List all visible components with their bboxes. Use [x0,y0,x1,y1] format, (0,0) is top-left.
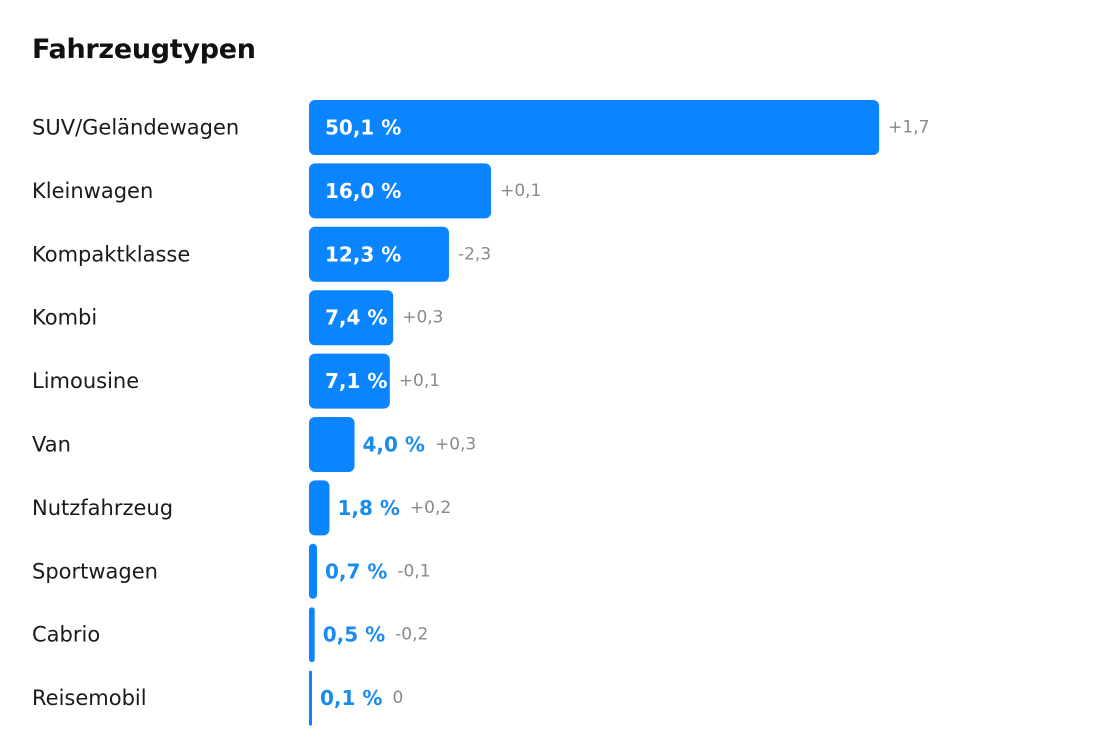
category-label: Kompaktklasse [32,242,190,266]
change-label: +0,3 [435,435,476,455]
bar [309,290,394,346]
bar [309,670,312,726]
change-label: +1,7 [888,118,929,138]
value-label: 0,1 % [320,686,382,710]
category-label: Van [32,433,71,457]
change-label: +0,1 [399,371,440,391]
bar [309,100,880,155]
bar [309,353,390,409]
category-label: Kombi [32,306,97,330]
category-label: Reisemobil [32,686,147,710]
category-label: Limousine [32,369,139,393]
change-label: -2,3 [458,244,491,264]
change-label: +0,2 [410,498,451,518]
value-label: 16,0 % [325,179,401,203]
bar-row: Van 4,0 % +0,3 [32,417,476,472]
bar [309,226,449,282]
bar-row: Limousine 7,1 % +0,1 [32,353,440,409]
bar-row: Kompaktklasse 12,3 % -2,3 [32,226,491,282]
change-label: -0,2 [395,625,428,645]
value-label: 12,3 % [325,242,401,266]
change-label: 0 [392,688,403,708]
bar-row: Reisemobil 0,1 % 0 [32,670,403,726]
value-label: 50,1 % [325,116,401,140]
category-label: SUV/Geländewagen [32,116,239,140]
category-label: Sportwagen [32,559,158,583]
value-label: 4,0 % [363,433,425,457]
bar [309,163,492,219]
bar-row: Cabrio 0,5 % -0,2 [32,607,428,663]
bar-row: Nutzfahrzeug 1,8 % +0,2 [32,480,451,536]
bar-row: Kleinwagen 16,0 % +0,1 [32,163,541,219]
value-label: 0,7 % [325,559,387,583]
value-label: 7,4 % [325,306,387,330]
bar [309,607,315,663]
category-label: Nutzfahrzeug [32,496,173,520]
value-label: 7,1 % [325,369,387,393]
value-label: 1,8 % [337,496,399,520]
category-label: Kleinwagen [32,179,153,203]
bar-row: Kombi 7,4 % +0,3 [32,290,443,346]
change-label: +0,1 [500,181,541,201]
change-label: -0,1 [397,561,430,581]
bar-row: SUV/Geländewagen 50,1 % +1,7 [32,100,929,155]
bar-row: Sportwagen 0,7 % -0,1 [32,543,431,599]
chart-title: Fahrzeugtypen [32,34,256,65]
value-label: 0,5 % [323,623,385,647]
bar [309,543,317,599]
bar [309,417,355,472]
bar [309,480,330,536]
change-label: +0,3 [402,308,443,328]
category-label: Cabrio [32,623,100,647]
